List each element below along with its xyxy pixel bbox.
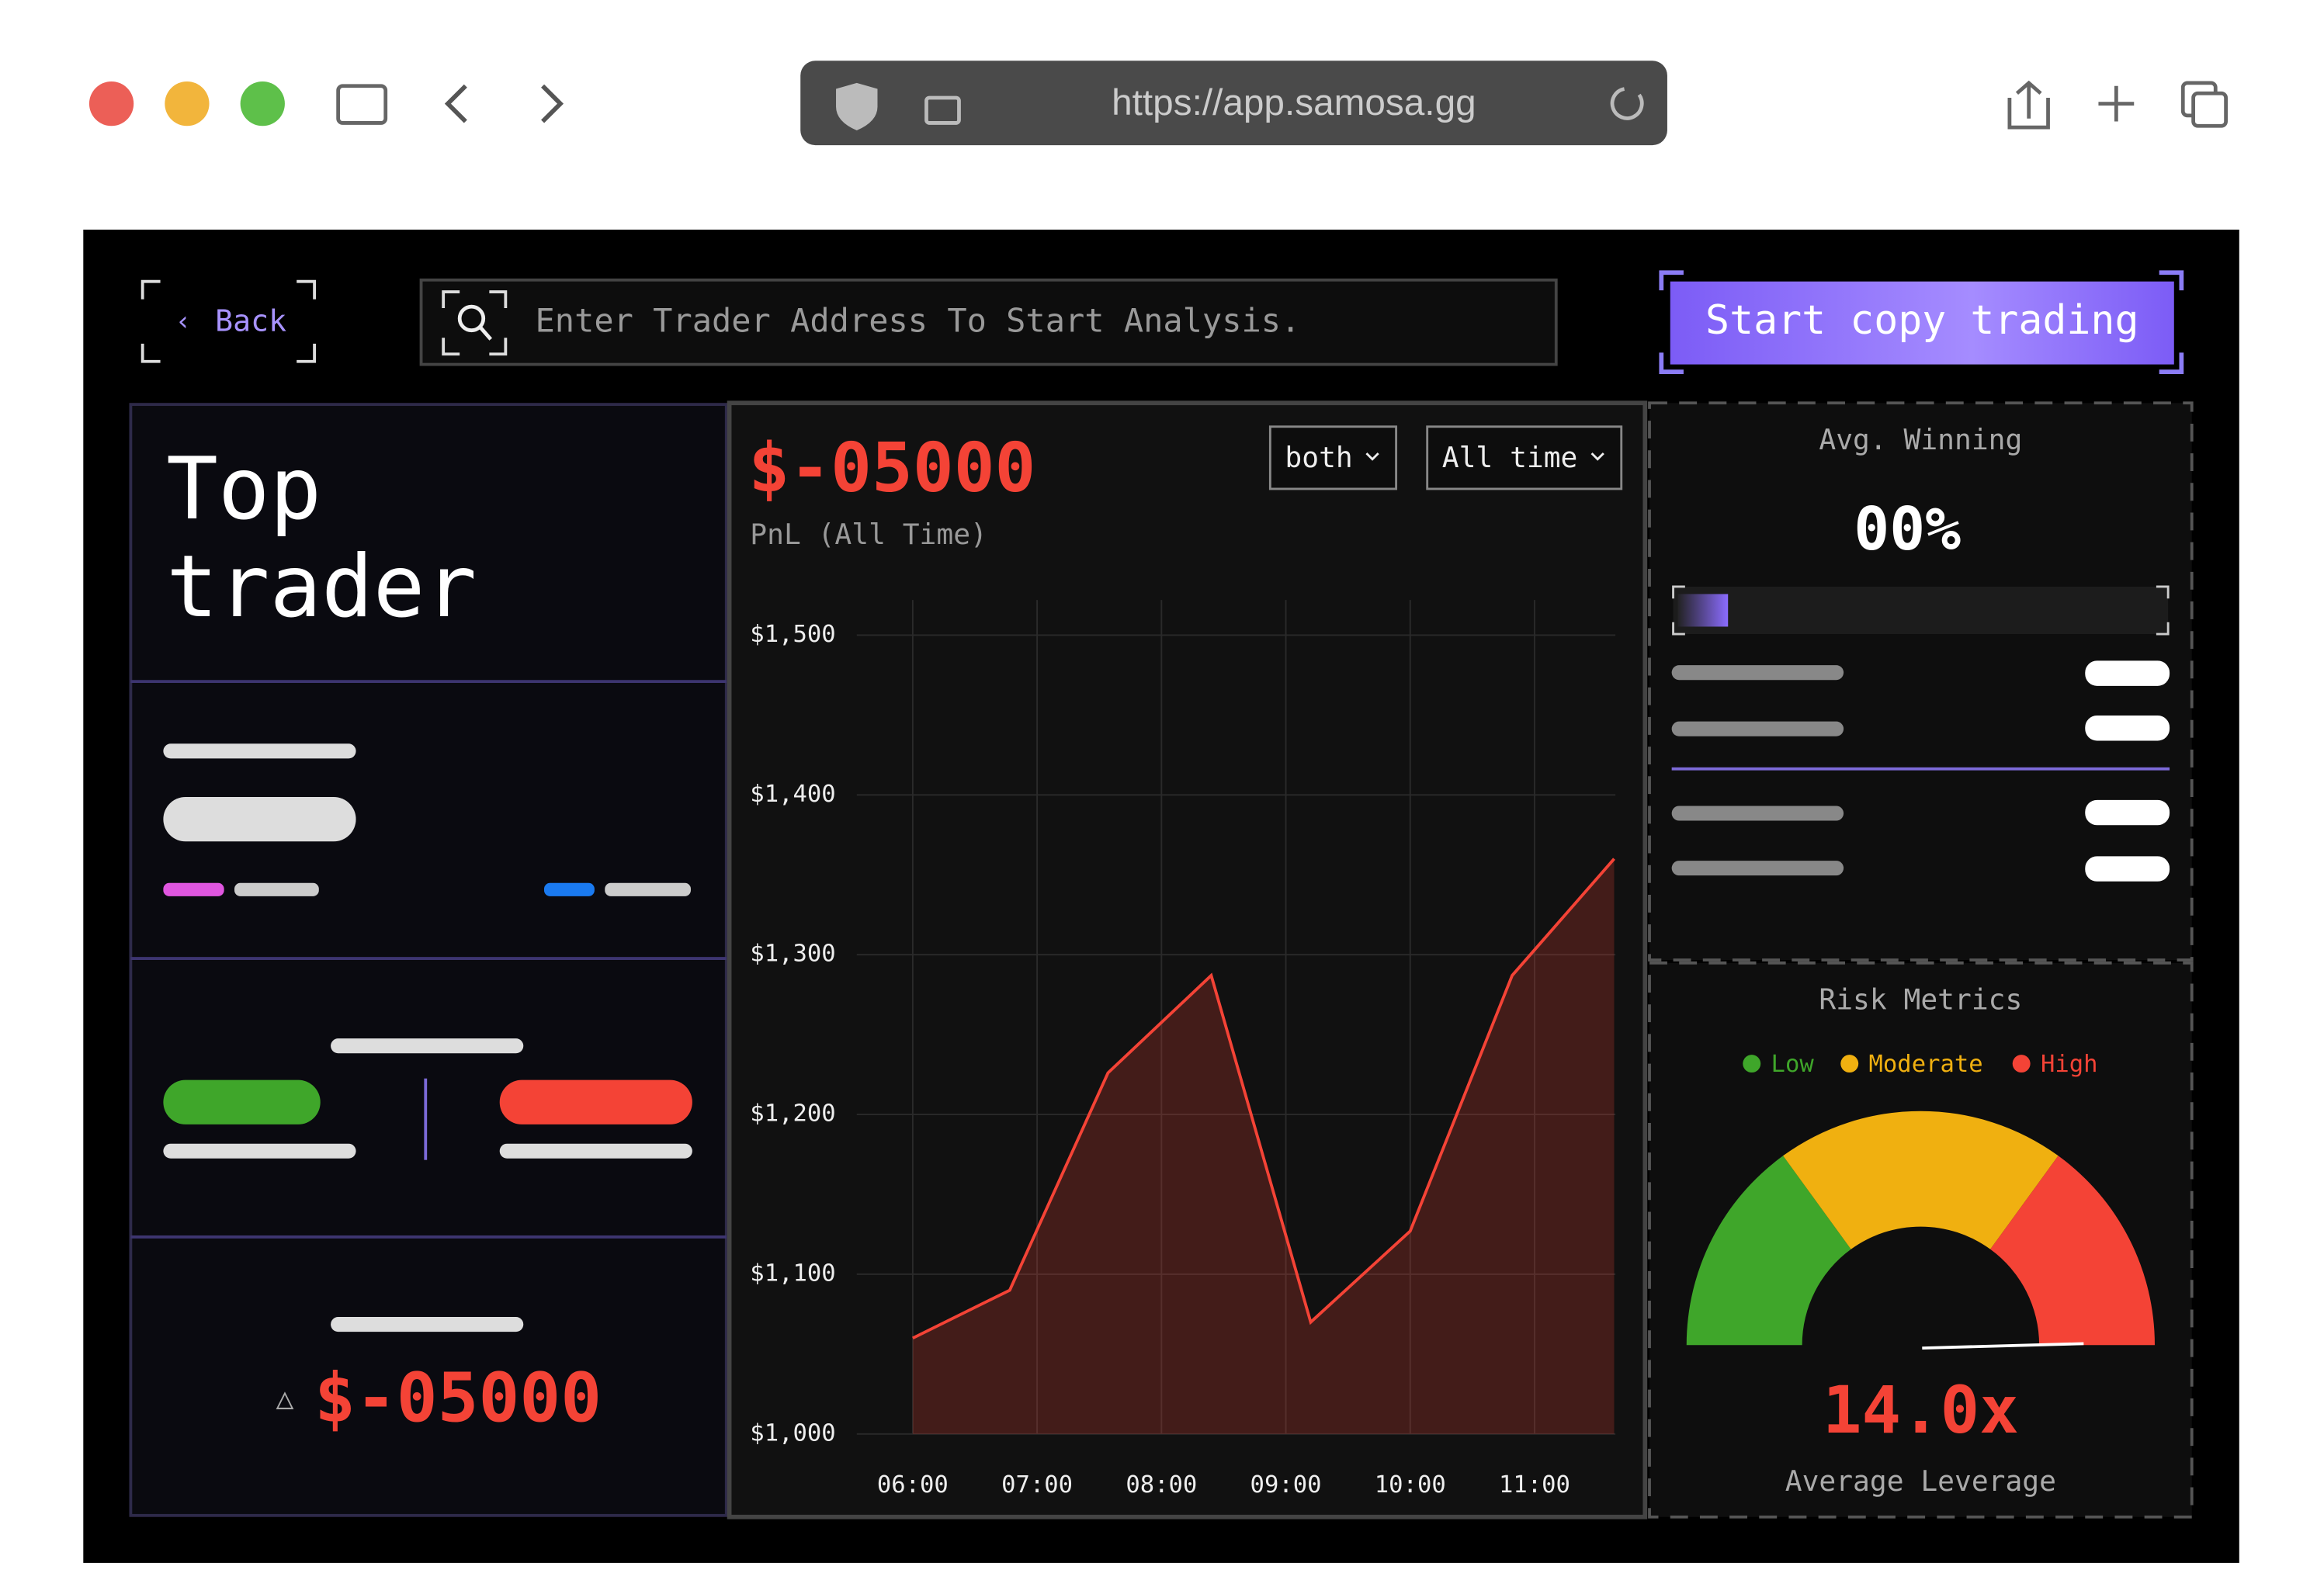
tabs-icon[interactable] — [2191, 91, 2228, 128]
filter-label[interactable]: All time — [1442, 441, 1578, 474]
dividers — [130, 680, 727, 1239]
y-tick-label: $1,500 — [750, 621, 835, 648]
back-button[interactable]: Back — [215, 305, 286, 339]
legend-label: Moderate — [1869, 1051, 1983, 1078]
search-box[interactable] — [419, 278, 1558, 366]
chart-title: $-05000 — [748, 428, 1035, 508]
minimize-button[interactable] — [165, 81, 210, 126]
gauge-segment — [1990, 1156, 2155, 1346]
back-chevron[interactable]: ‹ — [175, 307, 192, 338]
chevron[interactable] — [1365, 452, 1379, 461]
cta-button[interactable] — [1670, 281, 2174, 365]
cta-frame — [1659, 270, 2184, 375]
legend-dot — [1840, 1055, 1859, 1073]
toolbar-icons[interactable] — [2007, 80, 2135, 130]
sidebar-button[interactable] — [336, 84, 388, 125]
x-tick-label: 06:00 — [877, 1471, 949, 1499]
y-tick-label: $1,400 — [750, 781, 835, 808]
url: https://app.samosa.gg — [1112, 82, 1476, 123]
avg-value: 00% — [1854, 495, 1961, 564]
search-icon — [457, 304, 486, 333]
legend-label: High — [2041, 1051, 2098, 1078]
leverage-label: Average Leverage — [1785, 1464, 2056, 1498]
address-bar[interactable] — [800, 61, 1667, 146]
search-icon — [479, 326, 493, 341]
x-tick-label: 09:00 — [1250, 1471, 1322, 1499]
triangle-icon: △ — [276, 1381, 293, 1416]
back-frame — [140, 279, 317, 363]
placeholder-bars — [1671, 660, 2170, 882]
chart-subtitle: PnL (All Time) — [750, 518, 987, 551]
y-tick-label: $1,200 — [750, 1100, 835, 1128]
shield-icon — [836, 82, 878, 130]
gauge-segment — [1686, 1156, 1851, 1346]
nav-arrows[interactable] — [444, 84, 564, 123]
gauge-segment — [1783, 1111, 2059, 1249]
line — [912, 858, 1615, 1340]
area — [912, 858, 1615, 1434]
legend-label: Low — [1771, 1051, 1815, 1078]
legend-dot — [2012, 1055, 2031, 1073]
x-tick-label: 11:00 — [1499, 1471, 1570, 1499]
progress-frame — [1672, 585, 2170, 636]
progress-track — [1673, 586, 2169, 635]
x-tick-label: 08:00 — [1126, 1471, 1197, 1499]
x-tick-label: 10:00 — [1375, 1471, 1446, 1499]
y-tick-label: $1,300 — [750, 941, 835, 968]
title-line: Top — [166, 439, 321, 539]
pnl-value: $-05000 — [314, 1358, 602, 1438]
avg-title: Avg. Winning — [1819, 423, 2022, 456]
x-tick-label: 07:00 — [1001, 1471, 1073, 1499]
leverage-value: 14.0x — [1823, 1372, 2019, 1448]
gauge-needle — [1922, 1342, 2084, 1350]
cta-label[interactable]: Start copy trading — [1705, 297, 2138, 344]
title-line: trader — [166, 537, 477, 637]
progress-fill — [1677, 594, 1729, 627]
reload-icon[interactable] — [1610, 87, 1644, 120]
chevron[interactable] — [1590, 452, 1604, 461]
lock-icon — [924, 95, 961, 125]
maximize-button[interactable] — [240, 81, 285, 126]
y-tick-label: $1,000 — [750, 1419, 835, 1447]
filter-label[interactable]: both — [1285, 441, 1352, 474]
placeholder-bars — [163, 743, 692, 1332]
search-placeholder[interactable]: Enter Trader Address To Start Analysis. — [536, 302, 1301, 340]
close-button[interactable] — [88, 81, 134, 126]
search-frame — [442, 290, 508, 356]
risk-title: Risk Metrics — [1819, 982, 2022, 1016]
legend-dot — [1743, 1055, 1761, 1073]
filter-button[interactable] — [1426, 425, 1623, 490]
y-tick-label: $1,100 — [750, 1260, 835, 1287]
chart-panel — [727, 400, 1648, 1519]
filter-button[interactable] — [1268, 425, 1398, 490]
